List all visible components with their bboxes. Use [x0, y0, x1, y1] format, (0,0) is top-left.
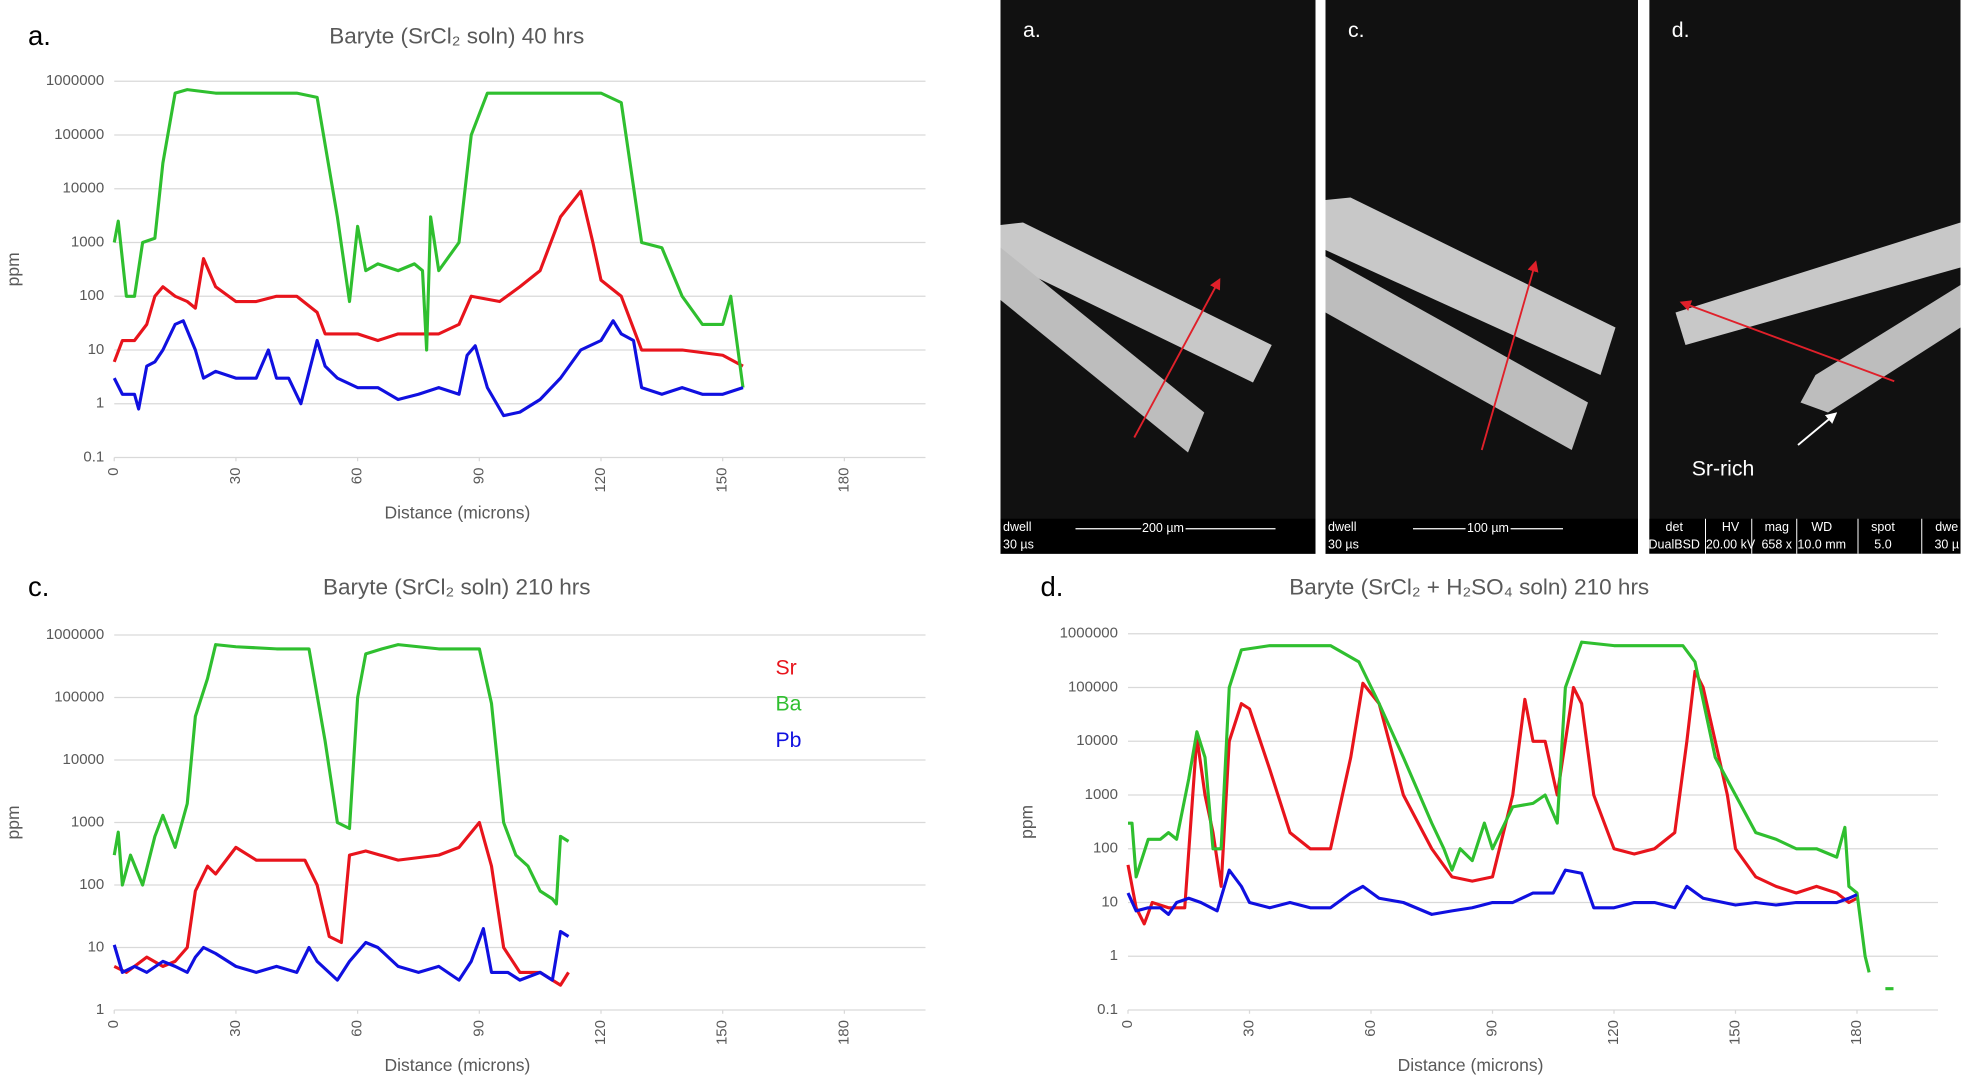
y-tick-label: 0.1 — [83, 448, 104, 465]
legend-label: Sr — [776, 655, 797, 679]
x-tick-label: 30 — [227, 1020, 244, 1037]
legend-label: Ba — [776, 692, 802, 716]
series-line — [1126, 868, 1858, 916]
info-text: 658 x — [1761, 537, 1792, 551]
series-line — [112, 189, 744, 368]
series-line — [112, 319, 744, 418]
y-tick-label: 100000 — [54, 688, 104, 705]
info-text: 5.0 — [1874, 537, 1891, 551]
sem-panel-d — [1649, 0, 1961, 554]
series-line — [112, 927, 570, 982]
panel-label: c. — [28, 571, 49, 602]
panel-label: d. — [1041, 571, 1064, 602]
info-text: HV — [1722, 520, 1740, 534]
info-text: spot — [1871, 520, 1895, 534]
scale-bar-label: 200 µm — [1142, 521, 1184, 535]
info-text: det — [1666, 520, 1684, 534]
y-tick-label: 1000 — [71, 813, 104, 830]
x-axis-label: Distance (microns) — [384, 1055, 530, 1075]
y-tick-label: 10 — [88, 938, 105, 955]
x-tick-label: 120 — [592, 1020, 609, 1045]
sem-panel-a — [1000, 0, 1316, 554]
info-text: 30 µs — [1328, 537, 1359, 551]
image-label: a. — [1023, 18, 1041, 42]
info-text: 20.00 kV — [1706, 537, 1756, 551]
chart-title: Baryte (SrCl₂ soln) 40 hrs — [329, 23, 584, 48]
info-text: mag — [1765, 520, 1789, 534]
y-axis-label: ppm — [1017, 805, 1037, 839]
x-tick-label: 90 — [470, 467, 487, 484]
x-tick-label: 180 — [835, 1020, 852, 1045]
x-tick-label: 0 — [105, 1020, 122, 1028]
x-tick-label: 60 — [349, 1020, 366, 1037]
y-tick-label: 1000 — [1085, 786, 1118, 803]
x-tick-label: 60 — [1362, 1020, 1379, 1037]
x-tick-label: 120 — [592, 468, 609, 493]
x-tick-label: 150 — [714, 1020, 731, 1045]
y-tick-label: 1000 — [71, 233, 104, 250]
panel-label: a. — [28, 20, 51, 51]
info-text: 30 µ — [1934, 537, 1959, 551]
series-line — [113, 820, 570, 987]
x-tick-label: 90 — [1483, 1020, 1500, 1037]
y-tick-label: 1000000 — [46, 72, 104, 89]
y-tick-label: 1000000 — [1060, 625, 1118, 642]
y-tick-label: 10 — [1101, 893, 1118, 910]
x-tick-label: 30 — [1240, 1020, 1257, 1037]
series-line — [112, 643, 570, 906]
x-tick-label: 120 — [1605, 1020, 1622, 1045]
info-text: dwell — [1003, 520, 1032, 534]
y-tick-label: 1 — [1110, 947, 1118, 964]
y-tick-label: 1 — [96, 1001, 104, 1018]
y-tick-label: 1 — [96, 395, 104, 412]
y-tick-label: 10 — [88, 341, 105, 358]
y-tick-label: 10000 — [63, 180, 105, 197]
y-tick-label: 100 — [1093, 840, 1118, 857]
x-tick-label: 150 — [714, 467, 731, 492]
x-tick-label: 60 — [349, 468, 366, 485]
x-tick-label: 0 — [1119, 1020, 1136, 1028]
annotation: Sr-rich — [1692, 457, 1755, 481]
image-label: c. — [1348, 18, 1365, 42]
y-tick-label: 0.1 — [1097, 1001, 1118, 1018]
info-text: dwe — [1935, 520, 1958, 534]
y-tick-label: 10000 — [1076, 732, 1118, 749]
image-label: d. — [1672, 18, 1690, 42]
series-line — [112, 88, 745, 388]
x-tick-label: 30 — [227, 468, 244, 485]
y-tick-label: 10000 — [63, 751, 105, 768]
series-line — [1128, 640, 1894, 991]
x-tick-label: 180 — [1848, 1020, 1865, 1045]
chart-title: Baryte (SrCl₂ + H₂SO₄ soln) 210 hrs — [1289, 575, 1649, 600]
info-text: WD — [1811, 520, 1832, 534]
y-tick-label: 100 — [79, 287, 104, 304]
info-text: 10.0 mm — [1797, 537, 1846, 551]
x-axis-label: Distance (microns) — [384, 502, 530, 522]
x-tick-label: 150 — [1726, 1020, 1743, 1045]
x-tick-label: 0 — [105, 468, 122, 476]
y-tick-label: 100000 — [54, 126, 104, 143]
x-tick-label: 90 — [470, 1020, 487, 1037]
y-tick-label: 1000000 — [46, 626, 104, 643]
series-line — [1126, 669, 1858, 926]
info-text: dwell — [1328, 520, 1357, 534]
sem-panel-c — [1325, 0, 1638, 554]
x-tick-label: 180 — [835, 467, 852, 492]
y-axis-label: ppm — [3, 252, 23, 286]
legend-label: Pb — [776, 728, 802, 752]
scale-bar-label: 100 µm — [1467, 521, 1509, 535]
info-text: DualBSD — [1649, 537, 1700, 551]
x-axis-label: Distance (microns) — [1398, 1055, 1544, 1075]
y-tick-label: 100 — [79, 876, 104, 893]
info-text: 30 µs — [1003, 537, 1034, 551]
y-axis-label: ppm — [3, 805, 23, 839]
y-tick-label: 100000 — [1068, 678, 1118, 695]
chart-title: Baryte (SrCl₂ soln) 210 hrs — [323, 575, 591, 600]
